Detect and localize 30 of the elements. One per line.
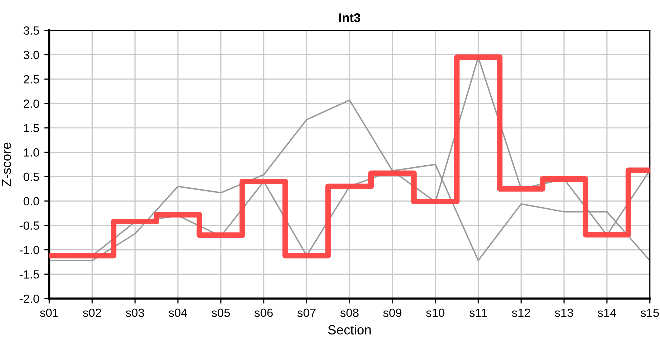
- y-tick-label: 3.0: [24, 51, 40, 60]
- x-tick-label: s11: [470, 308, 488, 318]
- y-tick-label: -1.0: [20, 246, 40, 254]
- x-axis-title: Section: [328, 325, 371, 335]
- x-tick-label: s02: [83, 308, 102, 318]
- x-tick-label: s01: [40, 308, 58, 318]
- x-tick-label: s06: [254, 308, 273, 318]
- x-tick-label: s08: [340, 308, 359, 318]
- y-tick-label: -0.5: [20, 222, 40, 230]
- y-tick-label: -1.5: [20, 270, 40, 279]
- x-tick-label: s14: [598, 308, 616, 318]
- y-tick-label: 0.5: [24, 172, 40, 182]
- x-tick-label: s13: [555, 308, 574, 318]
- y-tick-label: 2.5: [24, 75, 40, 84]
- y-tick-label: 3.5: [24, 26, 40, 35]
- x-tick-label: s09: [384, 308, 402, 318]
- x-tick-label: s04: [169, 308, 188, 318]
- chart-title: Int3: [340, 14, 360, 22]
- x-tick-label: s05: [212, 308, 230, 318]
- y-tick-label: 2.0: [24, 100, 40, 108]
- y-tick-label: 0.0: [24, 197, 40, 206]
- y-axis-title: Z-score: [2, 142, 12, 187]
- y-tick-label: 1.5: [24, 124, 40, 133]
- x-tick-label: s15: [640, 308, 660, 318]
- x-tick-label: s10: [426, 308, 445, 318]
- y-tick-label: -2.0: [20, 294, 40, 304]
- x-tick-label: s07: [298, 308, 316, 318]
- y-tick-label: 1.0: [24, 148, 40, 157]
- x-tick-label: s03: [126, 308, 144, 318]
- x-tick-label: s12: [512, 308, 530, 318]
